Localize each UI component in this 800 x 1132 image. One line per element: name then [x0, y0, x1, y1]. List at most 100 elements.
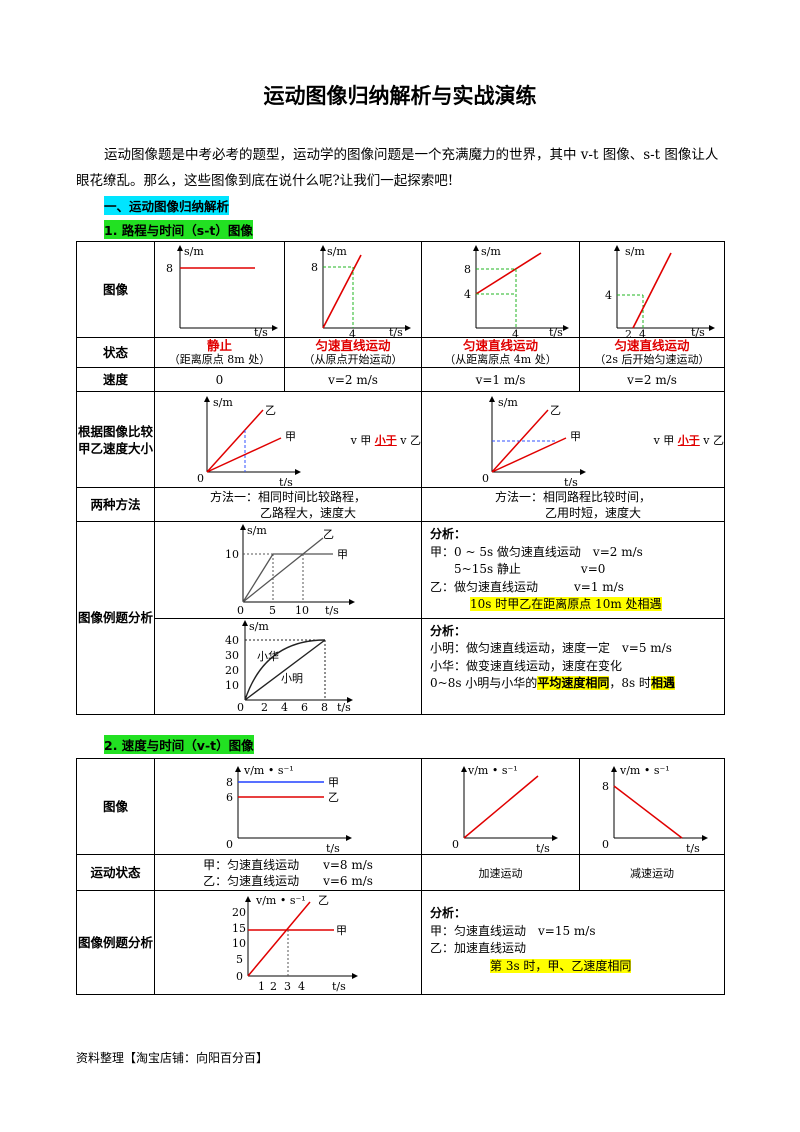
- tick-8: 8: [464, 263, 471, 276]
- tick-5: 5: [269, 604, 276, 616]
- axis-label-v: v/m • s⁻¹: [619, 764, 670, 777]
- tick-6: 6: [301, 701, 308, 712]
- axis-label-t: t/s: [691, 326, 705, 337]
- intro-paragraph: 运动图像题是中考必考的题型，运动学的图像问题是一个充满魔力的世界，其中 v-t …: [76, 147, 719, 189]
- analysis-highlight: 相遇: [650, 676, 675, 690]
- speed-cell: 0: [154, 367, 285, 392]
- state-note: （从原点开始运动）: [303, 353, 403, 366]
- compare-word: 小于: [374, 433, 397, 447]
- tick-4: 4: [298, 980, 305, 993]
- series-label-yi: 乙: [550, 404, 561, 417]
- analysis-text: 0~8s 小明与小华的: [430, 676, 538, 690]
- axis-label-s: s/m: [184, 245, 204, 258]
- vt-example-graph-svg: 20 15 10 5 0 1 2 3 4 t/s v/m • s⁻¹ 乙 甲: [232, 894, 358, 993]
- series-label-xiaoming: 小明: [281, 672, 303, 685]
- series-label-jia: 甲: [328, 776, 339, 789]
- state-name: 匀速直线运动: [462, 338, 538, 353]
- series-label-jia: 甲: [285, 430, 296, 443]
- axis-label-s: s/m: [247, 524, 267, 537]
- example-graph-2-svg: 小华 小明 40 30 20 10 0 2 4 6 8 t/s s/m: [225, 620, 353, 712]
- row-label-motion-state: 运动状态: [76, 854, 155, 891]
- origin-label: 0: [237, 604, 244, 616]
- compare-cell-1: 乙 甲 0 s/m t/s v 甲 小于 v 乙: [154, 391, 422, 488]
- method-cell-1: 方法一：相同时间比较路程， 乙路程大，速度大: [154, 487, 422, 522]
- speed-cell: v=2 m/s: [579, 367, 725, 392]
- vt-table: 图像 甲 乙 8 6 0 v/m • s⁻¹ t/s 0: [76, 758, 725, 995]
- vt-graph-accelerating: 0 v/m • s⁻¹ t/s: [421, 758, 580, 855]
- method-line: 方法一：相同时间比较路程，: [209, 489, 366, 504]
- tick-8: 8: [602, 780, 609, 793]
- tick-8: 8: [311, 261, 318, 274]
- tick-8: 8: [226, 776, 233, 789]
- page-title: 运动图像归纳解析与实战演练: [263, 84, 537, 108]
- tick-8: 8: [166, 262, 173, 275]
- origin-label: 0: [226, 838, 233, 851]
- tick-40: 40: [225, 634, 239, 647]
- st-graph-2-svg: 8 4 s/m t/s: [311, 244, 411, 337]
- analysis-line: 甲：匀速直线运动 v=15 m/s: [430, 923, 596, 938]
- analysis-line: 0~8s 小明与小华的平均速度相同，8s 时相遇: [430, 675, 716, 693]
- analysis-heading: 分析：: [430, 623, 467, 638]
- st-graph-3-svg: 8 4 4 s/m t/s: [464, 244, 569, 337]
- tick-20: 20: [225, 664, 239, 677]
- example-graph-1-svg: 乙 甲 10 0 5 10 t/s s/m: [225, 523, 355, 616]
- series-label-yi: 乙: [323, 528, 334, 541]
- row-label-examples: 图像例题分析: [76, 521, 155, 715]
- analysis-highlight: 平均速度相同: [537, 676, 610, 690]
- row-label-speed: 速度: [76, 367, 155, 392]
- analysis-line: 5~15s 静止 v=0: [454, 562, 606, 576]
- example-analysis-2: 分析： 小明：做匀速直线运动，速度一定 v=5 m/s 小华：做变速直线运动，速…: [421, 617, 725, 715]
- analysis-line: 小华：做变速直线运动，速度在变化: [430, 658, 623, 673]
- compare-graph-1-svg: 乙 甲 0 s/m t/s: [197, 395, 301, 486]
- compare-word: 小于: [677, 433, 700, 447]
- st-graph-uniform-after2s: 4 2 4 s/m t/s: [579, 241, 725, 338]
- compare-suffix: v 乙: [400, 433, 421, 447]
- axis-label-t: t/s: [332, 980, 346, 993]
- origin-label: 0: [482, 472, 489, 485]
- state-name: 匀速直线运动: [614, 338, 690, 353]
- axis-label-s: s/m: [249, 620, 269, 633]
- state-cell: 匀速直线运动 （2s 后开始匀速运动）: [579, 337, 725, 368]
- axis-label-t: t/s: [686, 842, 700, 854]
- origin-label: 0: [197, 472, 204, 485]
- state-note: （距离原点 8m 处）: [168, 353, 271, 366]
- tick-4: 4: [281, 701, 288, 712]
- series-label-jia: 甲: [570, 430, 581, 443]
- state-cell: 静止 （距离原点 8m 处）: [154, 337, 285, 368]
- series-label-yi: 乙: [318, 894, 329, 907]
- state-name: 静止: [206, 338, 232, 353]
- method-line: 乙用时短，速度大: [544, 505, 641, 520]
- series-label-jia: 甲: [336, 924, 347, 937]
- series-label-jia: 甲: [337, 548, 348, 561]
- axis-label-t: t/s: [549, 326, 563, 337]
- analysis-highlight: 第 3s 时，甲、乙速度相同: [490, 958, 632, 973]
- origin-label: 0: [237, 701, 244, 712]
- st-table: 图像 8 s/m t/s 8 4 s/m t/s: [76, 241, 725, 715]
- tick-4: 4: [349, 328, 356, 337]
- tick-30: 30: [225, 649, 239, 662]
- axis-label-v: v/m • s⁻¹: [467, 764, 518, 777]
- tick-1: 1: [258, 980, 265, 993]
- state-note: （2s 后开始匀速运动）: [594, 353, 710, 366]
- vt-graph-2-svg: 0 v/m • s⁻¹ t/s: [452, 764, 558, 854]
- axis-label-t: t/s: [389, 326, 403, 337]
- origin-label: 0: [452, 838, 459, 851]
- motion-state-1: 甲：匀速直线运动 v=8 m/s 乙：匀速直线运动 v=6 m/s: [154, 854, 422, 891]
- axis-label-t: t/s: [337, 701, 351, 712]
- compare-text-1: v 甲 小于 v 乙: [351, 432, 421, 448]
- origin-label: 0: [602, 838, 609, 851]
- tick-15: 15: [232, 922, 246, 935]
- tick-4: 4: [605, 289, 612, 302]
- st-graph-static-svg: 8 s/m t/s: [166, 244, 278, 337]
- axis-label-t: t/s: [564, 476, 578, 486]
- example-graph-1: 乙 甲 10 0 5 10 t/s s/m: [154, 521, 422, 619]
- st-graph-static: 8 s/m t/s: [154, 241, 285, 338]
- axis-label-t: t/s: [326, 842, 340, 854]
- series-label-yi: 乙: [328, 791, 339, 804]
- motion-line: 乙：匀速直线运动 v=6 m/s: [203, 873, 373, 888]
- tick-0: 0: [236, 970, 243, 983]
- tick-10: 10: [295, 604, 309, 616]
- vt-graph-3-svg: 8 0 v/m • s⁻¹ t/s: [602, 764, 708, 854]
- series-label-xiaohua: 小华: [257, 649, 279, 663]
- example-analysis-1: 分析： 甲：0 ~ 5s 做匀速直线运动 v=2 m/s 5~15s 静止 v=…: [421, 521, 725, 619]
